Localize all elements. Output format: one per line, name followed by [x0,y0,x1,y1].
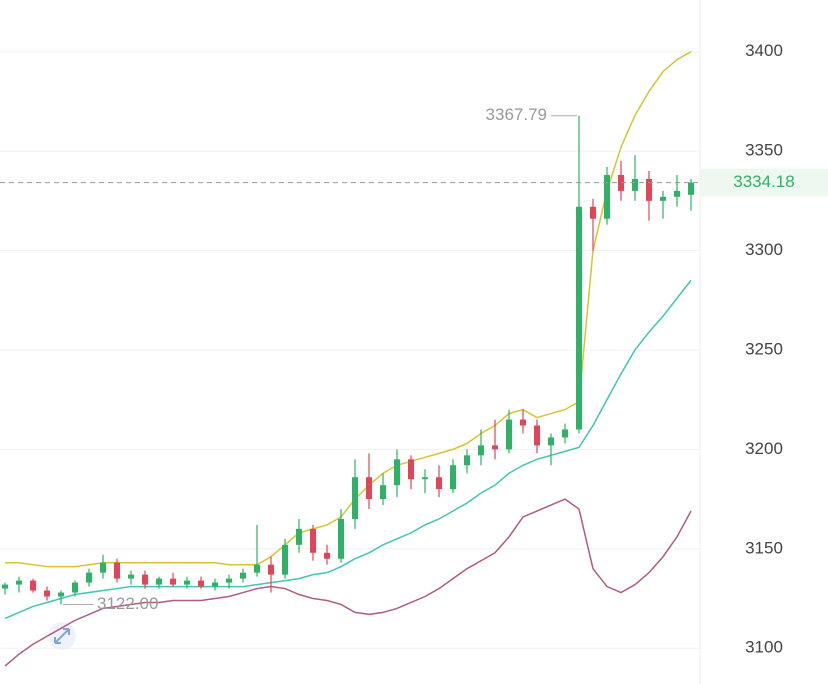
band-line [4,498,692,667]
candle-body [114,562,120,579]
candle-body [268,564,274,575]
candle-body [520,419,526,426]
candle-body [660,196,666,201]
candle-body [366,477,372,500]
candle-body [324,552,330,559]
candle-body [142,574,148,585]
candle-body [478,445,484,456]
candle-body [198,580,204,587]
candle-body [604,174,610,219]
low-label: 3122.00 [97,594,158,613]
candle-body [226,578,232,583]
candle-body [576,206,582,430]
candle-body [86,572,92,583]
band-line [5,51,692,568]
candle-body [646,178,652,201]
expand-icon[interactable] [48,622,76,650]
candle-body [58,592,64,597]
y-tick-label: 3400 [745,41,783,60]
y-tick-label: 3150 [745,538,783,557]
candle-body [422,477,428,480]
candle-body [212,582,218,587]
candle-body [72,582,78,593]
candle-body [436,477,442,490]
candle-body [310,528,316,553]
candle-body [632,178,638,191]
candle-body [590,206,596,219]
icon-arrow [54,628,70,644]
candle-body [352,477,358,519]
candle-body [128,574,134,579]
candle-body [408,459,414,480]
high-label: 3367.79 [486,105,547,124]
last-price-label: 3334.18 [733,172,794,191]
candle-body [450,465,456,490]
candle-body [240,572,246,579]
candle-body [156,578,162,585]
candle-body [254,564,260,573]
candle-body [100,562,106,573]
y-tick-label: 3100 [745,638,783,657]
y-tick-label: 3250 [745,339,783,358]
candle-body [380,485,386,500]
candle-body [394,459,400,486]
candle-body [492,445,498,450]
candle-body [2,584,8,589]
candle-body [16,580,22,585]
band-line [4,279,692,620]
candle-body [688,182,694,195]
candle-body [548,437,554,446]
candle-body [674,190,680,197]
candle-body [534,425,540,446]
y-tick-label: 3200 [745,439,783,458]
last-price-box [700,168,828,197]
candle-body [562,429,568,438]
y-tick-label: 3350 [745,141,783,160]
candle-body [506,419,512,450]
y-tick-label: 3300 [745,240,783,259]
candle-body [184,580,190,585]
candle-body [338,518,344,559]
candle-body [282,544,288,575]
candle-body [170,578,176,585]
candle-body [464,455,470,466]
candle-body [30,580,36,591]
candle-body [296,528,302,545]
candle-body [44,590,50,597]
